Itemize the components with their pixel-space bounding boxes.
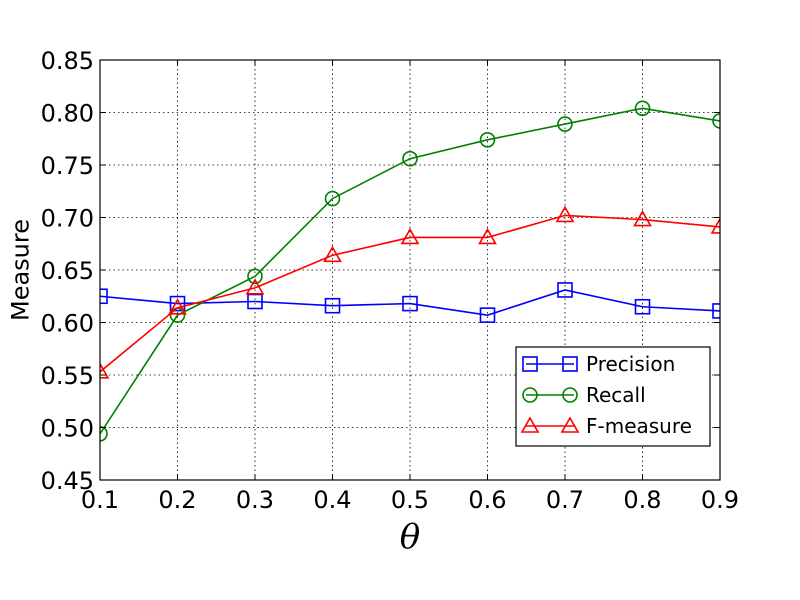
y-tick-label: 0.55 bbox=[41, 362, 94, 390]
data-point bbox=[247, 268, 263, 285]
y-tick-label: 0.75 bbox=[41, 152, 94, 180]
legend-entry: Recall bbox=[522, 383, 646, 407]
legend-marker bbox=[562, 356, 578, 372]
data-point bbox=[479, 307, 496, 323]
x-tick-label: 0.5 bbox=[391, 486, 429, 514]
legend: Precision Recall F-measure bbox=[515, 346, 711, 447]
series-line bbox=[100, 214, 720, 373]
y-tick-label: 0.65 bbox=[41, 257, 94, 285]
data-point bbox=[555, 205, 575, 223]
data-point bbox=[634, 298, 651, 315]
data-point bbox=[634, 100, 651, 117]
data-point bbox=[323, 245, 342, 263]
legend-marker bbox=[522, 387, 538, 403]
data-point bbox=[479, 132, 496, 148]
y-tick-label: 0.80 bbox=[41, 100, 94, 128]
ticks bbox=[99, 59, 721, 481]
series-layer bbox=[100, 100, 720, 442]
x-tick-label: 0.3 bbox=[236, 486, 274, 514]
legend-entry: Precision bbox=[522, 352, 675, 376]
y-tick-label: 0.70 bbox=[41, 205, 94, 233]
data-point bbox=[402, 295, 418, 312]
x-tick-label: 0.1 bbox=[81, 486, 119, 514]
legend-marker bbox=[522, 356, 538, 372]
legend-label: F-measure bbox=[586, 414, 692, 438]
y-axis-label: Measure bbox=[6, 219, 34, 321]
data-point bbox=[168, 298, 187, 315]
data-point bbox=[557, 282, 573, 298]
data-point bbox=[245, 278, 265, 295]
x-tick-label: 0.8 bbox=[623, 486, 661, 514]
y-tick-label: 0.45 bbox=[41, 467, 94, 495]
data-point bbox=[712, 113, 720, 129]
legend-entry: F-measure bbox=[520, 414, 692, 438]
data-point bbox=[100, 362, 110, 379]
data-point bbox=[402, 150, 418, 167]
y-tick-label: 0.50 bbox=[41, 415, 94, 443]
x-tick-label: 0.4 bbox=[313, 486, 351, 514]
series-line bbox=[100, 107, 720, 435]
series-f-measure bbox=[100, 205, 720, 379]
data-point bbox=[633, 209, 652, 227]
data-point bbox=[100, 426, 108, 442]
legend-marker bbox=[560, 416, 580, 433]
data-point bbox=[324, 190, 341, 207]
data-point bbox=[710, 217, 720, 234]
y-tick-label: 0.85 bbox=[41, 47, 94, 75]
y-tick-label: 0.60 bbox=[41, 310, 94, 338]
data-point bbox=[557, 116, 573, 132]
x-tick-label: 0.2 bbox=[158, 486, 196, 514]
data-point bbox=[324, 297, 341, 314]
data-point bbox=[712, 303, 720, 319]
data-point bbox=[100, 288, 108, 305]
data-point bbox=[169, 295, 186, 312]
x-tick-label: 0.7 bbox=[546, 486, 584, 514]
legend-label: Recall bbox=[586, 383, 646, 407]
series-recall bbox=[100, 100, 720, 442]
legend-label: Precision bbox=[586, 352, 675, 376]
data-point bbox=[478, 227, 497, 245]
tick-labels: 0.1 0.2 0.3 0.4 0.5 0.6 0.7 0.8 0.9 0.45 0.50 0.55 0… bbox=[41, 47, 740, 514]
data-point bbox=[400, 227, 420, 245]
x-tick-label: 0.6 bbox=[468, 486, 506, 514]
x-tick-label: 0.9 bbox=[701, 486, 739, 514]
legend-marker bbox=[562, 387, 578, 403]
x-axis-label: θ bbox=[400, 517, 420, 557]
legend-marker bbox=[520, 416, 540, 433]
